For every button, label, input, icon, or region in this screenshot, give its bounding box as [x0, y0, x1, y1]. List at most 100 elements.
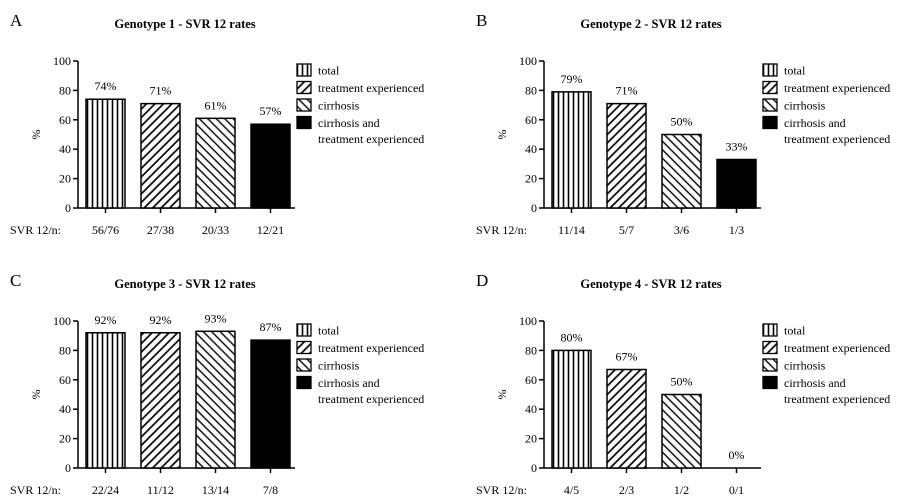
data-label: 57% [260, 104, 282, 118]
panel-letter: C [10, 271, 21, 290]
bar-cirrhosis [195, 117, 236, 209]
legend-swatch-total [296, 323, 312, 337]
legend-swatch-cirrhosis [762, 98, 778, 112]
data-label: 87% [260, 320, 282, 334]
legend-label-cirrhosis-and-treatment-experienced: cirrhosis and [318, 376, 380, 390]
y-tick-label: 40 [59, 402, 71, 416]
legend-label-total: total [318, 324, 340, 338]
data-label: 80% [561, 330, 583, 344]
legend: total treatment experienced cirrhosis cirrh… [762, 63, 890, 146]
panel-A: A Genotype 1 - SVR 12 rates 0 20 40 60 80 100% 7… [10, 11, 424, 237]
legend-label-treatment-experienced: treatment experienced [784, 81, 890, 95]
legend: total treatment experienced cirrhosis cirrh… [762, 323, 890, 406]
y-tick-label: 40 [59, 142, 71, 156]
legend-swatch-treatment-experienced [296, 340, 312, 355]
data-label: 79% [561, 72, 583, 86]
data-label: 74% [95, 79, 117, 93]
legend-label-cirrhosis-and-treatment-experienced: cirrhosis and [784, 116, 846, 130]
bar-cirrhosis-and-treatment-experienced [716, 158, 757, 209]
bar-cirrhosis-and-treatment-experienced [250, 339, 291, 469]
n-label: 1/2 [674, 483, 689, 497]
data-label: 71% [150, 84, 172, 98]
y-tick-label: 40 [525, 402, 537, 416]
y-tick-label: 20 [59, 432, 71, 446]
y-axis-label: % [29, 390, 43, 400]
legend-swatch-treatment-experienced [762, 340, 778, 355]
y-tick-label: 60 [59, 373, 71, 387]
y-tick-label: 0 [65, 461, 71, 475]
legend-label-total: total [784, 324, 806, 338]
legend-swatch-cirrhosis-and-treatment-experienced [296, 115, 312, 130]
y-tick-label: 0 [531, 201, 537, 215]
panel-letter: B [476, 11, 487, 30]
y-tick-label: 80 [525, 343, 537, 357]
legend: total treatment experienced cirrhosis cirrh… [296, 63, 424, 146]
bar-treatment-experienced [606, 102, 647, 209]
legend: total treatment experienced cirrhosis cirrh… [296, 323, 424, 406]
bar-cirrhosis [661, 133, 702, 209]
chart-title: Genotype 2 - SVR 12 rates [580, 17, 721, 31]
panel-B: B Genotype 2 - SVR 12 rates 0 20 40 60 80 100% 7… [476, 11, 890, 237]
legend-label-total: total [784, 64, 806, 78]
bar-cirrhosis-and-treatment-experienced [250, 123, 291, 209]
y-axis-label: % [29, 130, 43, 140]
n-label: 13/14 [202, 483, 229, 497]
n-label: 22/24 [92, 483, 119, 497]
data-label: 0% [729, 448, 745, 462]
data-label: 50% [671, 375, 693, 389]
legend-label-cirrhosis-and-treatment-experienced: cirrhosis and [784, 376, 846, 390]
legend-label-cirrhosis-and-treatment-experienced: treatment experienced [784, 392, 890, 406]
n-prefix-label: SVR 12/n: [476, 223, 527, 237]
panel-D: D Genotype 4 - SVR 12 rates 0 20 40 60 80 100% 8… [476, 271, 890, 497]
bar-treatment-experienced [140, 102, 181, 209]
legend-label-cirrhosis-and-treatment-experienced: treatment experienced [318, 132, 424, 146]
legend-swatch-treatment-experienced [762, 80, 778, 95]
legend-label-cirrhosis: cirrhosis [784, 99, 826, 113]
y-tick-label: 100 [53, 54, 71, 68]
y-axis-label: % [495, 130, 509, 140]
y-tick-label: 20 [525, 172, 537, 186]
chart-title: Genotype 4 - SVR 12 rates [580, 277, 721, 291]
y-tick-label: 0 [65, 201, 71, 215]
bar-treatment-experienced [140, 332, 181, 469]
data-label: 93% [205, 311, 227, 325]
chart-title: Genotype 1 - SVR 12 rates [114, 17, 255, 31]
y-tick-label: 20 [59, 172, 71, 186]
legend-label-treatment-experienced: treatment experienced [784, 341, 890, 355]
y-tick-label: 60 [525, 373, 537, 387]
legend-swatch-total [296, 63, 312, 77]
legend-label-cirrhosis: cirrhosis [318, 99, 360, 113]
y-tick-label: 20 [525, 432, 537, 446]
legend-swatch-cirrhosis-and-treatment-experienced [762, 375, 778, 390]
bar-total [551, 349, 592, 469]
bar-treatment-experienced [606, 368, 647, 469]
n-prefix-label: SVR 12/n: [476, 483, 527, 497]
legend-label-treatment-experienced: treatment experienced [318, 81, 424, 95]
panel-letter: A [10, 11, 23, 30]
n-label: 1/3 [729, 223, 744, 237]
n-label: 7/8 [263, 483, 278, 497]
n-label: 4/5 [564, 483, 579, 497]
legend-label-cirrhosis-and-treatment-experienced: treatment experienced [784, 132, 890, 146]
legend-swatch-total [762, 323, 778, 337]
n-prefix-label: SVR 12/n: [10, 223, 61, 237]
n-label: 3/6 [674, 223, 689, 237]
panel-letter: D [476, 271, 488, 290]
legend-swatch-cirrhosis [762, 358, 778, 372]
y-tick-label: 60 [525, 113, 537, 127]
bar-total [85, 98, 126, 209]
legend-swatch-cirrhosis-and-treatment-experienced [296, 375, 312, 390]
legend-label-cirrhosis-and-treatment-experienced: cirrhosis and [318, 116, 380, 130]
y-tick-label: 60 [59, 113, 71, 127]
legend-label-cirrhosis: cirrhosis [784, 359, 826, 373]
y-tick-label: 40 [525, 142, 537, 156]
y-tick-label: 80 [525, 83, 537, 97]
data-label: 50% [671, 115, 693, 129]
n-label: 56/76 [92, 223, 119, 237]
bar-cirrhosis [661, 393, 702, 469]
legend-label-cirrhosis-and-treatment-experienced: treatment experienced [318, 392, 424, 406]
y-tick-label: 0 [531, 461, 537, 475]
data-label: 33% [726, 139, 748, 153]
legend-swatch-cirrhosis [296, 98, 312, 112]
n-label: 11/12 [147, 483, 174, 497]
